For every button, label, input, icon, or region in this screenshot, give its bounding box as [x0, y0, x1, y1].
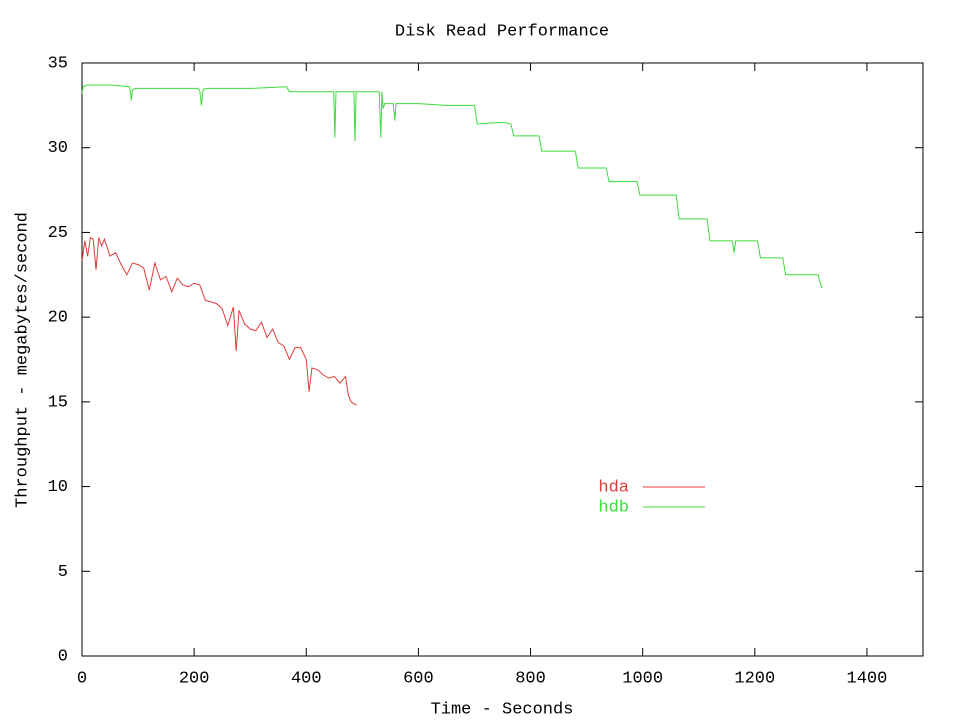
y-axis-label: Throughput - megabytes/second — [13, 212, 32, 508]
y-tick-label: 0 — [58, 647, 68, 666]
series-line — [81, 236, 357, 406]
legend-label: hdb — [598, 498, 629, 517]
y-tick-label: 35 — [48, 54, 68, 73]
y-tick-label: 25 — [48, 224, 68, 243]
x-tick-label: 600 — [403, 669, 434, 688]
x-axis-label: Time - Seconds — [431, 700, 574, 719]
x-tick-label: 400 — [291, 669, 322, 688]
y-tick-label: 5 — [58, 563, 68, 582]
y-tick-label: 10 — [48, 478, 68, 497]
x-tick-label: 1400 — [847, 669, 888, 688]
series-line — [81, 84, 823, 289]
x-tick-label: 1200 — [734, 669, 775, 688]
chart-title: Disk Read Performance — [395, 22, 609, 41]
x-tick-label: 1000 — [622, 669, 663, 688]
legend-label: hda — [598, 478, 629, 497]
plot-frame — [81, 62, 924, 657]
x-tick-label: 200 — [179, 669, 210, 688]
y-tick-label: 30 — [48, 139, 68, 158]
y-tick-label: 20 — [48, 309, 68, 328]
x-tick-label: 800 — [515, 669, 546, 688]
x-tick-label: 0 — [77, 669, 87, 688]
y-tick-label: 15 — [48, 393, 68, 412]
